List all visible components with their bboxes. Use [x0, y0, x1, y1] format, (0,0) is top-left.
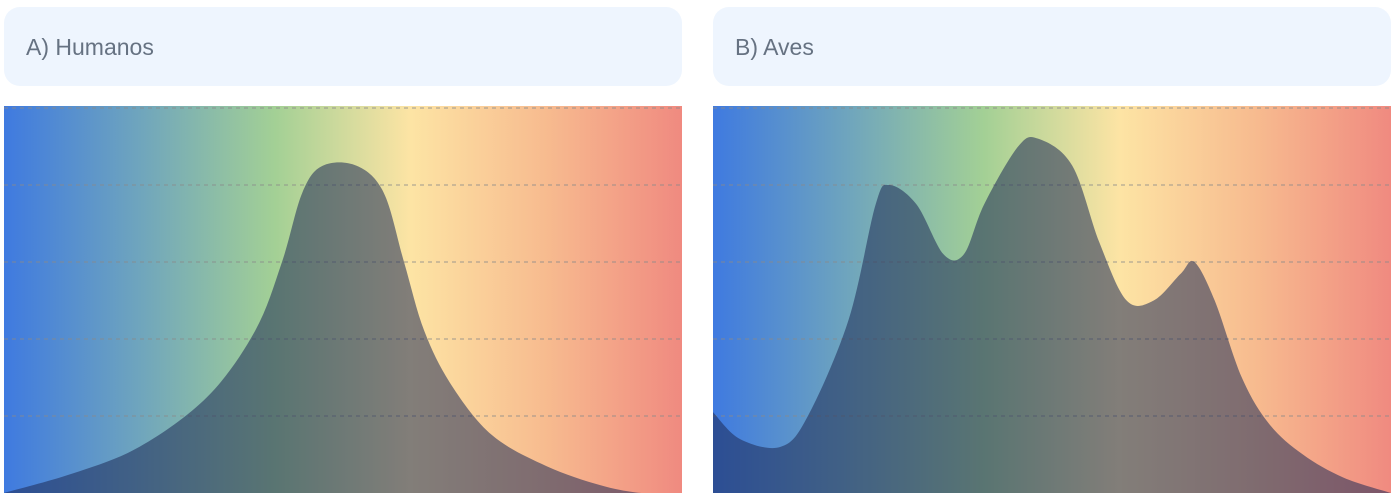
chart-title: B) Aves: [735, 34, 814, 60]
chart-header: A) Humanos: [4, 7, 682, 86]
sensitivity-curve-area: [4, 162, 682, 493]
plot-area: [4, 106, 682, 493]
chart-title: A) Humanos: [26, 34, 154, 60]
plot-area: [713, 106, 1391, 493]
chart-panel-aves: B) Aves: [713, 0, 1391, 493]
chart-header: B) Aves: [713, 7, 1391, 86]
chart-panel-humanos: A) Humanos: [4, 0, 682, 493]
sensitivity-curve-area: [713, 136, 1391, 493]
